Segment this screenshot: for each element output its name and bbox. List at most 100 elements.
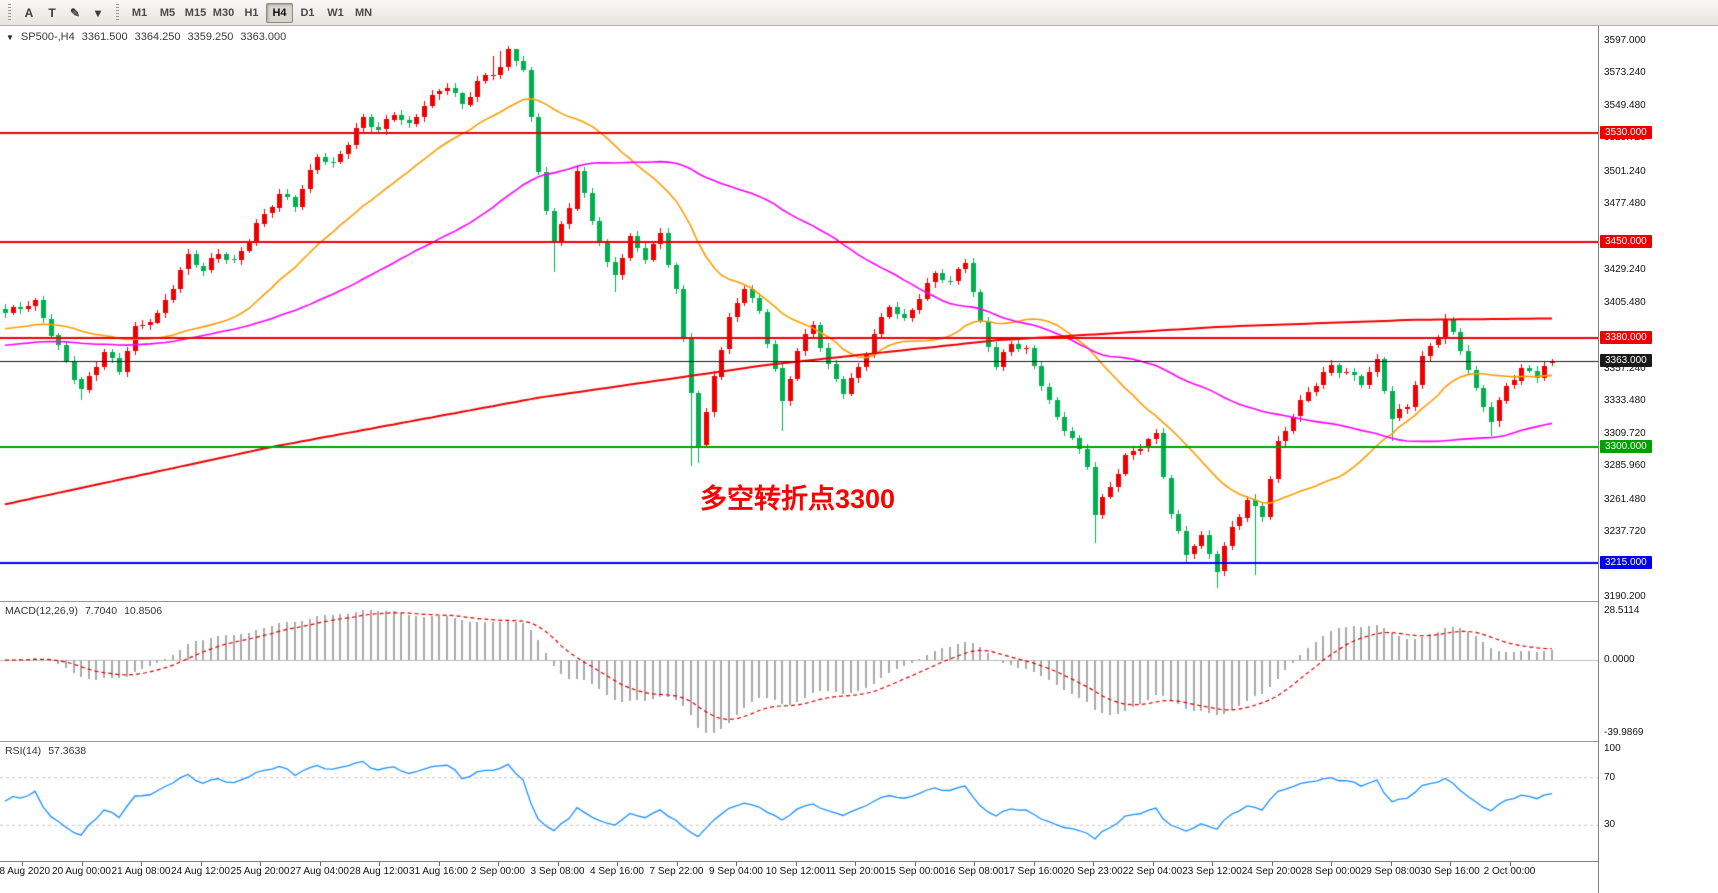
rsi-indicator-canvas[interactable] (0, 742, 1598, 861)
timeframe-button-mn[interactable]: MN (354, 6, 373, 19)
time-axis-label: 20 Aug 00:00 (52, 866, 111, 877)
time-axis-tick (498, 862, 499, 866)
drawing-toolbar: A T ✎ ▾ (18, 3, 109, 23)
price-axis-tick: 3261.480 (1604, 493, 1646, 505)
time-axis-label: 29 Sep 08:00 (1360, 866, 1421, 877)
timeframe-button-h1[interactable]: H1 (244, 6, 259, 19)
drawing-tool-button[interactable]: ✎ (69, 5, 81, 20)
price-axis-tick: 3477.480 (1604, 198, 1646, 210)
time-axis-tick (260, 862, 261, 866)
price-axis-tick: 3285.960 (1604, 460, 1646, 472)
price-line-badge: 3215.000 (1600, 556, 1652, 570)
time-axis-tick (736, 862, 737, 866)
macd-indicator-canvas[interactable] (0, 602, 1598, 741)
time-axis-label: 20 Sep 23:00 (1063, 866, 1123, 877)
ohlc-high: 3364.250 (134, 31, 181, 43)
time-axis-tick (1212, 862, 1213, 866)
macd-legend: MACD(12,26,9) 7.7040 10.8506 (5, 605, 162, 617)
time-axis-tick (438, 862, 440, 866)
macd-name: MACD(12,26,9) (5, 605, 78, 617)
time-axis-label: 23 Sep 12:00 (1182, 866, 1242, 877)
time-axis-label: 25 Aug 20:00 (230, 866, 290, 877)
price-axis-tick: 3501.240 (1604, 165, 1646, 177)
rsi-value: 57.3638 (48, 745, 87, 757)
toolbar: A T ✎ ▾ M1 M5 M15 M30 H1 H4 D1 W1 MN (0, 0, 1718, 26)
macd-axis-min: -39.9869 (1604, 727, 1644, 738)
collapse-icon[interactable]: ▼ (6, 32, 14, 42)
time-axis-label: 21 Aug 08:00 (111, 866, 171, 877)
price-line-badge: 3530.000 (1600, 125, 1652, 139)
time-axis-tick (81, 862, 83, 866)
time-axis-label: 18 Aug 2020 (0, 866, 51, 877)
time-axis-tick (1033, 862, 1035, 866)
time-axis-label: 27 Aug 04:00 (290, 866, 349, 877)
time-axis-label: 15 Sep 00:00 (884, 866, 945, 877)
time-axis-tick (676, 862, 678, 866)
rsi-axis-label: 70 (1604, 771, 1616, 783)
time-axis-label: 28 Sep 00:00 (1301, 866, 1361, 877)
time-axis-tick (319, 862, 321, 866)
time-axis-tick (1390, 862, 1392, 866)
time-axis-label: 28 Aug 12:00 (349, 866, 409, 877)
price-chart-canvas[interactable] (0, 26, 1598, 601)
timeframe-button-m5[interactable]: M5 (159, 6, 176, 19)
time-axis-label: 7 Sep 22:00 (649, 866, 704, 877)
ohlc-header: ▼ SP500-,H4 3361.500 3364.250 3359.250 3… (6, 31, 286, 43)
price-axis-tick: 3190.200 (1604, 591, 1646, 602)
ohlc-close: 3363.000 (240, 31, 287, 43)
time-axis-label: 31 Aug 16:00 (409, 866, 468, 877)
time-axis-tick (1509, 862, 1511, 866)
timeframe-button-m1[interactable]: M1 (131, 6, 148, 19)
timeframe-button-w1[interactable]: W1 (327, 6, 344, 19)
timeframe-button-h4[interactable]: H4 (266, 2, 293, 23)
price-axis-tick: 3549.480 (1604, 99, 1646, 111)
time-axis-label: 11 Sep 20:00 (825, 866, 885, 877)
time-axis-tick (379, 862, 380, 866)
time-axis-label: 17 Sep 16:00 (1003, 866, 1064, 877)
time-axis-label: 16 Sep 08:00 (944, 866, 1004, 877)
time-axis-label: 30 Sep 16:00 (1420, 866, 1480, 877)
time-axis-tick (1271, 862, 1273, 866)
time-axis-label: 22 Sep 04:00 (1122, 866, 1183, 877)
timeframe-button-m30[interactable]: M30 (212, 6, 235, 19)
price-axis-tick: 3573.240 (1604, 67, 1646, 79)
current-price-badge: 3363.000 (1600, 353, 1652, 367)
time-axis-label: 9 Sep 04:00 (709, 866, 763, 877)
drawing-tool-dropdown[interactable]: ▾ (94, 5, 102, 20)
price-axis-tick: 3357.240 (1604, 362, 1646, 374)
ohlc-open: 3361.500 (81, 31, 128, 43)
macd-axis-max: 28.5114 (1604, 605, 1640, 616)
time-axis-tick (617, 862, 618, 866)
rsi-axis-label: 100 (1604, 743, 1621, 754)
time-axis-tick (1093, 862, 1094, 866)
price-axis[interactable]: 3597.0003573.2403549.4803525.7203501.240… (1598, 26, 1718, 893)
toolbar-grip[interactable] (8, 3, 11, 22)
rsi-axis-label: 30 (1604, 819, 1616, 831)
timeframe-button-m15[interactable]: M15 (184, 6, 207, 19)
symbol-period-label: SP500-,H4 (20, 31, 75, 43)
time-axis-tick (557, 862, 559, 866)
toolbar-grip-2[interactable] (116, 3, 119, 22)
macd-main-value: 7.7040 (84, 605, 118, 617)
macd-axis-zero: 0.0000 (1604, 654, 1635, 665)
text-tool-button[interactable]: T (48, 5, 56, 20)
pane-splitter-rsi[interactable] (0, 741, 1718, 742)
price-line-badge: 3300.000 (1600, 439, 1652, 453)
price-axis-tick: 3237.720 (1604, 526, 1646, 538)
time-axis-tick (22, 862, 23, 866)
time-axis-label: 24 Aug 12:00 (171, 866, 230, 877)
time-axis-tick (1152, 862, 1154, 866)
timeframe-button-d1[interactable]: D1 (300, 6, 315, 19)
time-axis-tick (795, 862, 797, 866)
rsi-legend: RSI(14) 57.3638 (5, 745, 86, 757)
pane-splitter-macd[interactable] (0, 601, 1718, 602)
ohlc-low: 3359.250 (187, 31, 234, 43)
price-axis-tick: 3597.000 (1604, 35, 1646, 46)
time-axis-tick (855, 862, 856, 866)
price-axis-tick: 3333.480 (1604, 395, 1646, 407)
time-axis-tick (1450, 862, 1451, 866)
macd-signal-value: 10.8506 (124, 605, 163, 617)
label-tool-button[interactable]: A (24, 5, 34, 20)
